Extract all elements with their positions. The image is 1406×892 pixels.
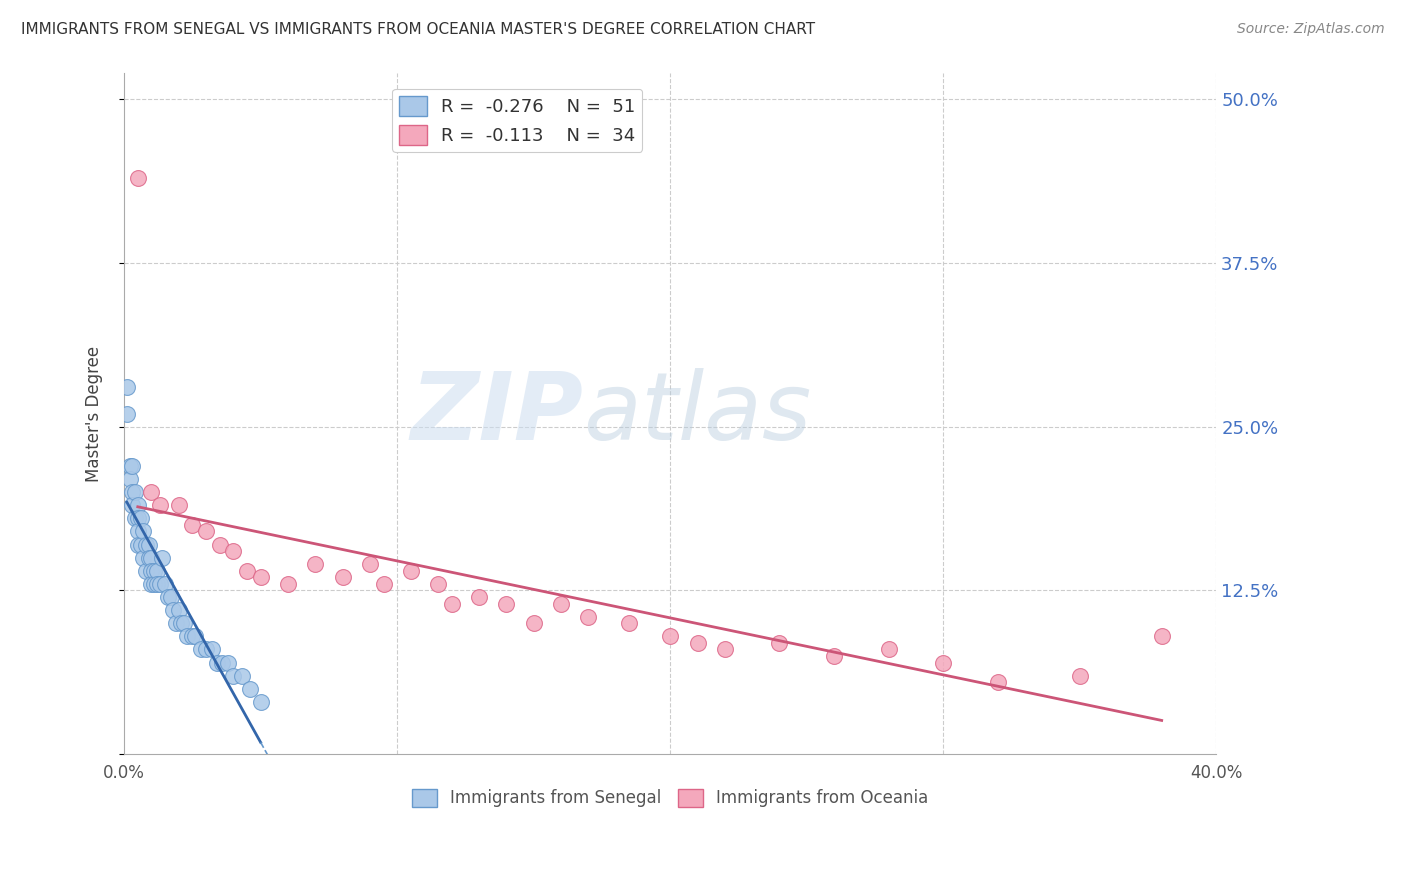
Text: ZIP: ZIP (411, 368, 583, 459)
Point (181, 518, 204, 533)
Point (619, 616, 641, 631)
Point (167, 603, 190, 617)
Text: Source: ZipAtlas.com: Source: ZipAtlas.com (1237, 22, 1385, 37)
Point (129, 538, 152, 552)
Point (162, 603, 184, 617)
Point (165, 616, 187, 631)
Point (217, 656, 239, 670)
Point (1069, 668, 1091, 682)
Point (277, 577, 299, 591)
Point (121, 498, 143, 512)
Point (129, 511, 152, 525)
Point (127, 170, 149, 185)
Point (138, 550, 160, 565)
Point (932, 656, 955, 670)
Point (768, 636, 790, 650)
Point (332, 570, 354, 584)
Point (427, 577, 450, 591)
Point (208, 538, 231, 552)
Point (135, 538, 157, 552)
Point (211, 656, 233, 670)
Point (127, 511, 149, 525)
Point (115, 380, 138, 394)
Point (184, 629, 207, 643)
Point (121, 458, 143, 473)
Point (141, 550, 163, 565)
Point (304, 558, 326, 572)
Point (495, 597, 517, 611)
Point (373, 577, 395, 591)
Point (236, 564, 259, 578)
Point (200, 642, 222, 657)
Point (141, 564, 163, 578)
Point (170, 616, 193, 631)
Point (399, 564, 422, 578)
Legend: Immigrants from Senegal, Immigrants from Oceania: Immigrants from Senegal, Immigrants from… (405, 782, 935, 814)
Point (823, 648, 845, 663)
Text: atlas: atlas (583, 368, 811, 459)
Y-axis label: Master's Degree: Master's Degree (86, 345, 103, 482)
Point (146, 577, 169, 591)
Point (149, 498, 172, 512)
Point (127, 538, 149, 552)
Point (156, 590, 179, 604)
Point (141, 577, 163, 591)
Point (714, 642, 737, 657)
Point (249, 570, 271, 584)
Point (468, 590, 491, 604)
Text: IMMIGRANTS FROM SENEGAL VS IMMIGRANTS FROM OCEANIA MASTER'S DEGREE CORRELATION C: IMMIGRANTS FROM SENEGAL VS IMMIGRANTS FR… (21, 22, 815, 37)
Point (195, 524, 218, 539)
Point (115, 407, 138, 421)
Point (132, 550, 155, 565)
Point (176, 629, 198, 643)
Point (153, 577, 176, 591)
Point (249, 695, 271, 709)
Point (686, 636, 709, 650)
Point (127, 524, 149, 539)
Point (190, 642, 212, 657)
Point (222, 544, 245, 558)
Point (239, 681, 262, 696)
Point (138, 538, 160, 552)
Point (146, 564, 169, 578)
Point (141, 485, 163, 500)
Point (440, 597, 463, 611)
Point (149, 577, 172, 591)
Point (550, 597, 572, 611)
Point (576, 609, 599, 624)
Point (987, 675, 1010, 690)
Point (231, 668, 253, 682)
Point (523, 616, 546, 631)
Point (1150, 629, 1173, 643)
Point (222, 668, 245, 682)
Point (877, 642, 900, 657)
Point (121, 485, 143, 500)
Point (127, 498, 149, 512)
Point (135, 564, 157, 578)
Point (659, 629, 682, 643)
Point (143, 564, 166, 578)
Point (118, 472, 141, 486)
Point (205, 656, 228, 670)
Point (359, 558, 381, 572)
Point (118, 458, 141, 473)
Point (143, 577, 166, 591)
Point (195, 642, 218, 657)
Point (124, 485, 146, 500)
Point (181, 629, 204, 643)
Point (132, 524, 155, 539)
Point (167, 498, 190, 512)
Point (150, 550, 173, 565)
Point (124, 511, 146, 525)
Point (173, 616, 195, 631)
Point (159, 590, 181, 604)
